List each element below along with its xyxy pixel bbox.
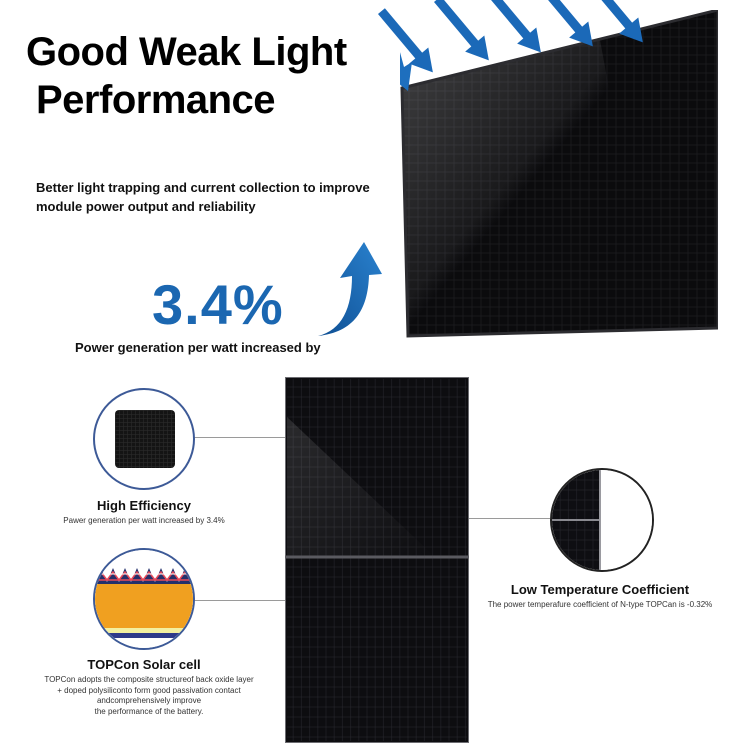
connector-line-temperature xyxy=(469,518,550,519)
sunlight-arrows xyxy=(378,0,643,73)
cell-layers-icon xyxy=(95,550,193,648)
high-efficiency-text: Pawer generation per watt increased by 3… xyxy=(63,516,225,525)
sunlight-arrow-icon xyxy=(538,0,593,47)
connector-line-cell xyxy=(191,600,285,601)
topcon-line: andcomprehensively improve xyxy=(96,696,202,705)
solar-cell-icon xyxy=(115,410,175,468)
sunlight-arrow-icon xyxy=(434,0,489,61)
sunlight-arrow-icon xyxy=(588,0,643,43)
low-temperature-circle xyxy=(550,468,654,572)
page-title: Good Weak Light Performance xyxy=(26,28,347,124)
highlight-caption: Power generation per watt increased by xyxy=(75,340,321,355)
panel-edge-icon xyxy=(552,470,652,570)
sunlight-arrow-icon xyxy=(400,52,412,91)
connector-line-efficiency xyxy=(191,437,285,438)
solar-panel-bottom-image xyxy=(285,377,469,743)
title-line-2: Performance xyxy=(36,78,276,122)
low-temperature-text: The power temperafure coefficient of N-t… xyxy=(487,600,713,609)
sunlight-arrow-icon xyxy=(486,0,541,53)
description-text: Better light trapping and current collec… xyxy=(36,180,370,214)
topcon-line: the performance of the battery. xyxy=(94,706,204,716)
topcon-cell-text: TOPCon adopts the composite structureof … xyxy=(20,675,278,717)
topcon-cell-circle xyxy=(93,548,195,650)
solar-panel-top-image xyxy=(400,10,718,338)
topcon-line: + doped polysiliconto form good passivat… xyxy=(57,685,241,695)
topcon-line: TOPCon adopts the composite structureof … xyxy=(44,675,254,684)
sunlight-arrow-icon xyxy=(378,8,433,73)
low-temperature-title: Low Temperature Coefficient xyxy=(510,582,690,597)
highlight-percent: 3.4% xyxy=(152,273,284,336)
title-line-1: Good Weak Light xyxy=(26,30,347,74)
high-efficiency-circle xyxy=(93,388,195,490)
upward-curved-arrow-icon xyxy=(318,242,382,336)
high-efficiency-title: High Efficiency xyxy=(97,498,191,513)
topcon-cell-title: TOPCon Solar cell xyxy=(87,657,201,672)
